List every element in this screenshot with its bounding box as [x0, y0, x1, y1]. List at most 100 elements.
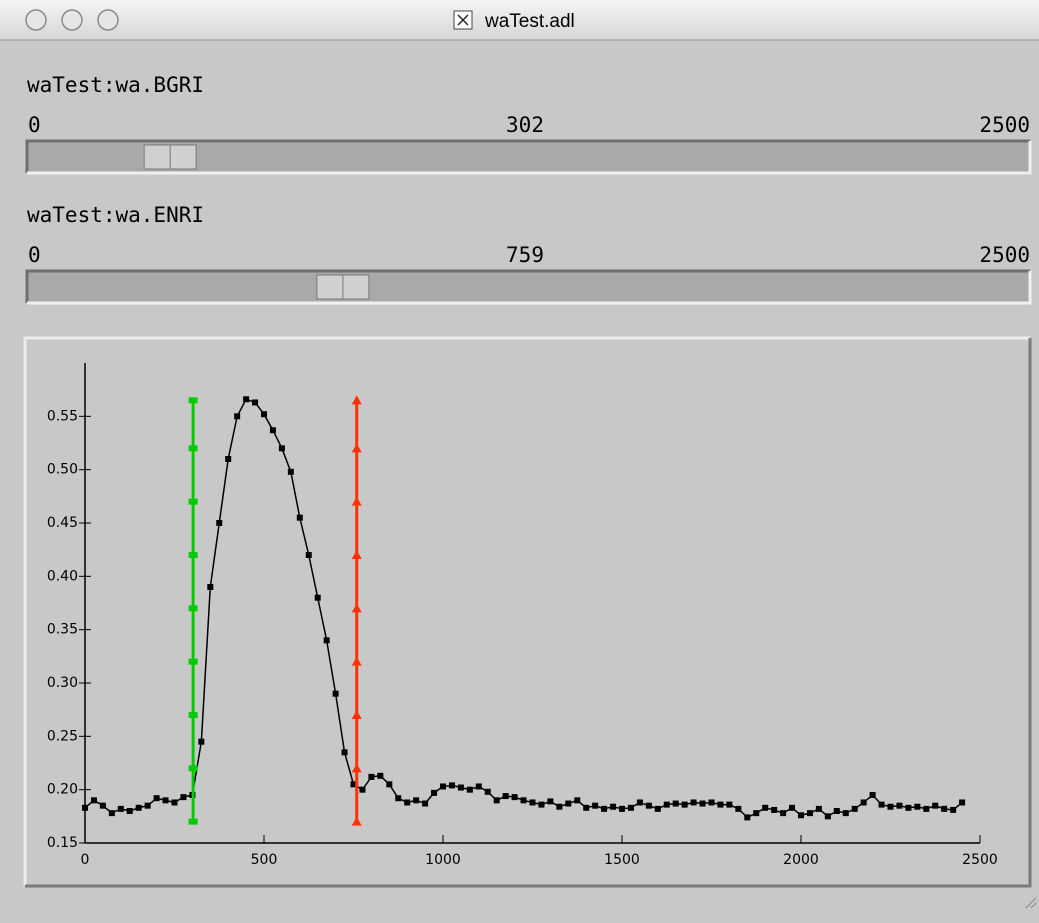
- point-marker: [547, 798, 554, 805]
- point-marker: [860, 799, 867, 806]
- resize-grip[interactable]: [1025, 897, 1037, 909]
- slider-bevel-dark: [25, 139, 1030, 173]
- point-marker: [153, 795, 160, 802]
- point-marker: [108, 810, 115, 817]
- point-marker: [225, 456, 232, 462]
- point-marker: [252, 399, 259, 406]
- point-marker: [216, 520, 223, 526]
- point-marker: [188, 765, 198, 772]
- slider-min: 0: [28, 243, 41, 267]
- x-tick-label: 2500: [962, 852, 998, 868]
- point-marker: [351, 710, 362, 719]
- point-marker: [351, 763, 362, 773]
- point-marker: [627, 804, 634, 811]
- point-marker: [681, 801, 688, 808]
- point-marker: [171, 799, 178, 806]
- point-marker: [323, 637, 330, 644]
- point-marker: [440, 783, 446, 790]
- point-marker: [188, 712, 198, 718]
- point-marker: [780, 810, 787, 817]
- point-marker: [144, 802, 151, 809]
- slider-bevel-light: [27, 141, 1032, 175]
- point-marker: [663, 801, 670, 808]
- point-marker: [932, 802, 939, 809]
- point-marker: [404, 799, 411, 806]
- point-marker: [188, 445, 198, 452]
- point-marker: [896, 802, 903, 809]
- slider-max: 2500: [979, 243, 1030, 267]
- point-marker: [314, 594, 321, 601]
- point-marker: [82, 804, 88, 811]
- point-marker: [261, 411, 267, 418]
- point-marker: [448, 782, 455, 789]
- point-marker: [887, 803, 894, 810]
- point-marker: [475, 783, 482, 790]
- slider-trough[interactable]: [27, 271, 1030, 303]
- minimize-button[interactable]: [61, 9, 83, 31]
- window-title: waTest.adl: [484, 11, 575, 32]
- point-marker: [824, 813, 831, 820]
- point-marker: [188, 818, 198, 825]
- point-marker: [457, 784, 464, 791]
- point-marker: [502, 793, 509, 800]
- point-marker: [413, 797, 420, 804]
- y-tick-label: 0.30: [47, 675, 78, 691]
- title-bar: [0, 0, 1039, 40]
- x-tick-label: 1500: [604, 852, 640, 868]
- point-marker: [842, 810, 849, 817]
- close-button[interactable]: [25, 9, 47, 31]
- point-marker: [188, 658, 198, 665]
- point-marker: [269, 427, 276, 434]
- point-marker: [188, 397, 198, 404]
- point-marker: [493, 797, 500, 804]
- point-marker: [762, 804, 769, 811]
- point-marker: [90, 797, 97, 804]
- x-icon-glyph: [457, 14, 469, 26]
- point-marker: [99, 802, 106, 809]
- slider-value: 302: [506, 113, 544, 137]
- point-marker: [833, 808, 840, 814]
- point-marker: [466, 786, 473, 793]
- point-marker: [529, 799, 536, 806]
- point-marker: [511, 794, 518, 801]
- y-tick-label: 0.50: [47, 462, 78, 478]
- point-marker: [941, 805, 948, 812]
- point-marker: [556, 803, 563, 810]
- point-marker: [422, 800, 429, 807]
- x-tick-label: 0: [81, 852, 90, 868]
- point-marker: [735, 805, 742, 812]
- point-marker: [806, 810, 813, 817]
- plot-bevel-light: [23, 336, 1030, 886]
- point-marker: [350, 781, 357, 788]
- point-marker: [484, 788, 491, 795]
- point-marker: [601, 805, 608, 812]
- point-marker: [351, 603, 362, 613]
- point-marker: [359, 786, 366, 793]
- point-marker: [744, 814, 751, 821]
- point-marker: [815, 805, 822, 812]
- point-marker: [368, 773, 375, 780]
- point-marker: [188, 498, 198, 505]
- zoom-button[interactable]: [97, 9, 119, 31]
- point-marker: [636, 799, 643, 806]
- point-marker: [619, 805, 625, 812]
- point-marker: [188, 605, 198, 612]
- y-tick-label: 0.55: [47, 408, 78, 424]
- point-marker: [188, 552, 198, 558]
- point-marker: [117, 805, 124, 812]
- point-marker: [789, 804, 796, 811]
- point-marker: [869, 792, 876, 798]
- point-marker: [126, 808, 133, 814]
- point-marker: [923, 805, 930, 812]
- point-marker: [351, 395, 362, 405]
- point-marker: [914, 803, 921, 810]
- point-marker: [771, 806, 778, 813]
- point-marker: [798, 812, 804, 819]
- point-marker: [135, 804, 142, 811]
- point-marker: [162, 797, 169, 804]
- point-marker: [574, 797, 581, 804]
- slider-max: 2500: [979, 113, 1030, 137]
- slider-value: 759: [506, 243, 544, 267]
